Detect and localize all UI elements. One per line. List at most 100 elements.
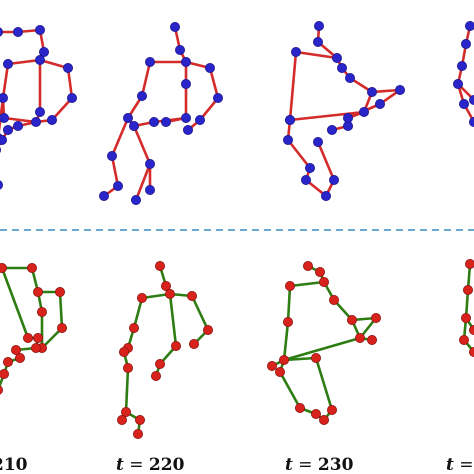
- skeleton-top-240: [452, 21, 474, 127]
- label-t220: t = 220: [116, 455, 185, 474]
- joint: [318, 414, 329, 425]
- joint: [202, 324, 213, 335]
- joint: [0, 263, 7, 273]
- joint: [33, 286, 44, 297]
- joint: [320, 190, 331, 201]
- joint: [186, 290, 197, 301]
- joint: [0, 147, 1, 153]
- joint: [274, 366, 285, 377]
- joint: [117, 414, 128, 425]
- joint: [55, 286, 66, 297]
- joint: [22, 332, 33, 343]
- joint: [150, 370, 161, 381]
- bone: [282, 336, 362, 362]
- joint: [282, 316, 293, 327]
- joint: [336, 63, 347, 74]
- joint: [180, 57, 191, 68]
- joint: [394, 85, 405, 96]
- bone: [314, 356, 334, 412]
- label-t210: 210: [0, 455, 28, 474]
- joint: [180, 113, 191, 124]
- joint: [3, 59, 13, 70]
- joint: [313, 20, 324, 31]
- joint: [328, 294, 339, 305]
- bone: [286, 138, 312, 170]
- skeleton-bottom-240: [458, 259, 474, 357]
- joint: [374, 99, 385, 110]
- joint: [318, 276, 329, 287]
- joint: [99, 190, 110, 201]
- joint: [366, 334, 377, 345]
- top-row-skeletons: [0, 20, 474, 205]
- joint: [107, 150, 118, 161]
- bone: [110, 154, 120, 188]
- joint: [0, 27, 3, 37]
- joint: [278, 354, 289, 365]
- joint: [290, 47, 301, 58]
- joint: [312, 37, 323, 48]
- joint: [132, 428, 143, 439]
- joint: [294, 402, 305, 413]
- joint: [366, 87, 377, 98]
- joint: [30, 342, 41, 353]
- joint: [123, 362, 134, 373]
- joint: [310, 352, 321, 363]
- joint: [164, 288, 175, 299]
- joint: [194, 115, 205, 126]
- joint: [462, 284, 473, 295]
- bone: [288, 280, 326, 288]
- bone: [124, 366, 130, 414]
- joint: [284, 280, 295, 291]
- joint: [37, 306, 48, 317]
- joint: [0, 385, 3, 395]
- bone: [66, 66, 74, 100]
- joint: [174, 45, 185, 56]
- joint: [35, 107, 46, 118]
- skeleton-top-210: [0, 24, 78, 190]
- bone: [134, 162, 152, 202]
- joint: [266, 360, 277, 371]
- joint: [160, 280, 171, 291]
- joint: [134, 414, 145, 425]
- joint: [180, 79, 191, 90]
- joint: [354, 332, 365, 343]
- joint: [304, 162, 315, 173]
- joint: [160, 117, 171, 128]
- joint: [326, 404, 337, 415]
- joint: [3, 125, 13, 136]
- joint: [460, 39, 471, 50]
- bone: [2, 116, 38, 124]
- joint: [136, 91, 147, 102]
- joint: [26, 262, 37, 273]
- joint: [169, 21, 180, 32]
- joint: [188, 338, 199, 349]
- joint: [57, 322, 68, 333]
- joint: [130, 194, 141, 205]
- joint: [212, 93, 223, 104]
- joint: [144, 57, 155, 68]
- skeleton-bottom-210: [0, 262, 68, 395]
- joint: [128, 121, 139, 132]
- joint: [47, 115, 58, 126]
- joint: [314, 266, 325, 277]
- joint: [458, 99, 469, 110]
- joint: [35, 55, 46, 66]
- bone: [288, 50, 298, 122]
- joint: [328, 174, 339, 185]
- bone: [190, 294, 210, 332]
- bone: [294, 50, 339, 60]
- joint: [144, 184, 155, 195]
- joint: [0, 93, 8, 103]
- joint: [460, 312, 471, 323]
- joint: [469, 325, 474, 335]
- bone: [58, 290, 64, 330]
- joint: [128, 322, 139, 333]
- joint: [136, 292, 147, 303]
- joint: [35, 24, 46, 35]
- joint: [154, 358, 165, 369]
- joint: [67, 93, 78, 104]
- joint: [113, 180, 124, 191]
- joint: [39, 47, 50, 58]
- bone: [1, 62, 10, 100]
